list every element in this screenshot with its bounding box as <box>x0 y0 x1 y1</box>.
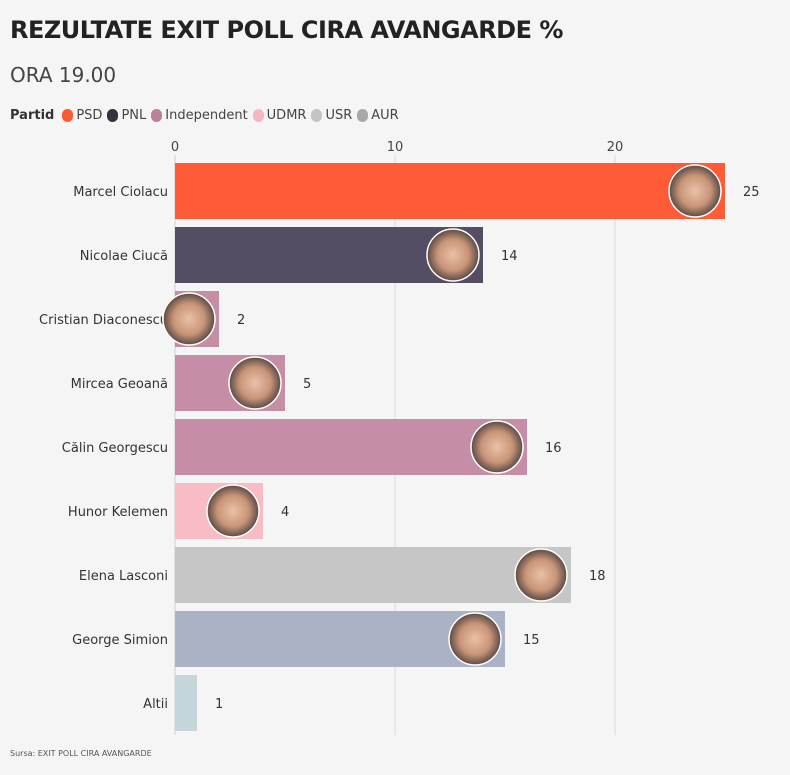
candidate-photo <box>206 484 260 538</box>
candidate-photo <box>162 292 216 346</box>
legend-item-independent[interactable]: Independent <box>151 108 248 123</box>
legend-title: Partid <box>10 108 55 123</box>
legend-swatch <box>62 109 74 122</box>
category-label: Nicolae Ciucă <box>80 249 168 264</box>
bar <box>175 355 285 411</box>
value-label: 2 <box>237 313 245 328</box>
legend-label: Independent <box>165 108 248 123</box>
legend-label: UDMR <box>266 108 307 123</box>
legend-swatch <box>107 109 119 122</box>
category-label: Altii <box>143 697 168 712</box>
legend-item-pnl[interactable]: PNL <box>107 108 146 123</box>
category-label: Mircea Geoană <box>71 377 168 392</box>
candidate-photo <box>426 228 480 282</box>
category-label: Elena Lasconi <box>79 569 168 584</box>
bar <box>175 227 483 283</box>
category-label: George Simion <box>72 633 168 648</box>
legend: Partid PSD PNL Independent UDMR USR AUR <box>10 108 399 123</box>
legend-item-aur[interactable]: AUR <box>357 108 399 123</box>
candidate-photo <box>448 612 502 666</box>
legend-swatch <box>357 109 369 122</box>
bar <box>175 547 571 603</box>
legend-item-udmr[interactable]: UDMR <box>252 108 307 123</box>
value-label: 5 <box>303 377 311 392</box>
value-label: 16 <box>545 441 562 456</box>
chart-subtitle: ORA 19.00 <box>10 63 117 87</box>
candidate-photo <box>470 420 524 474</box>
value-label: 25 <box>743 185 760 200</box>
bar <box>175 675 197 731</box>
value-label: 4 <box>281 505 289 520</box>
category-label: Marcel Ciolacu <box>73 185 168 200</box>
legend-item-psd[interactable]: PSD <box>62 108 102 123</box>
legend-label: PSD <box>76 108 103 123</box>
bar <box>175 611 505 667</box>
x-tick-label: 10 <box>387 140 404 155</box>
value-label: 15 <box>523 633 540 648</box>
legend-swatch <box>311 109 323 122</box>
bar <box>175 291 219 347</box>
category-label: Hunor Kelemen <box>68 505 168 520</box>
candidate-photo <box>514 548 568 602</box>
legend-swatch <box>252 109 264 122</box>
source-note: Sursa: EXIT POLL CIRA AVANGARDE <box>10 749 152 758</box>
legend-label: USR <box>325 108 353 123</box>
value-label: 14 <box>501 249 518 264</box>
bar <box>175 419 527 475</box>
legend-label: PNL <box>121 108 147 123</box>
candidate-photo <box>668 164 722 218</box>
chart-title: REZULTATE EXIT POLL CIRA AVANGARDE % <box>10 16 563 44</box>
bar <box>175 483 263 539</box>
x-tick-label: 20 <box>607 140 624 155</box>
x-tick-label: 0 <box>171 140 179 155</box>
value-label: 18 <box>589 569 606 584</box>
legend-label: AUR <box>371 108 399 123</box>
candidate-photo <box>228 356 282 410</box>
legend-item-usr[interactable]: USR <box>311 108 352 123</box>
bar <box>175 163 725 219</box>
legend-swatch <box>151 109 163 122</box>
category-label: Călin Georgescu <box>62 441 168 456</box>
category-label: Cristian Diaconescu <box>39 313 168 328</box>
value-label: 1 <box>215 697 223 712</box>
